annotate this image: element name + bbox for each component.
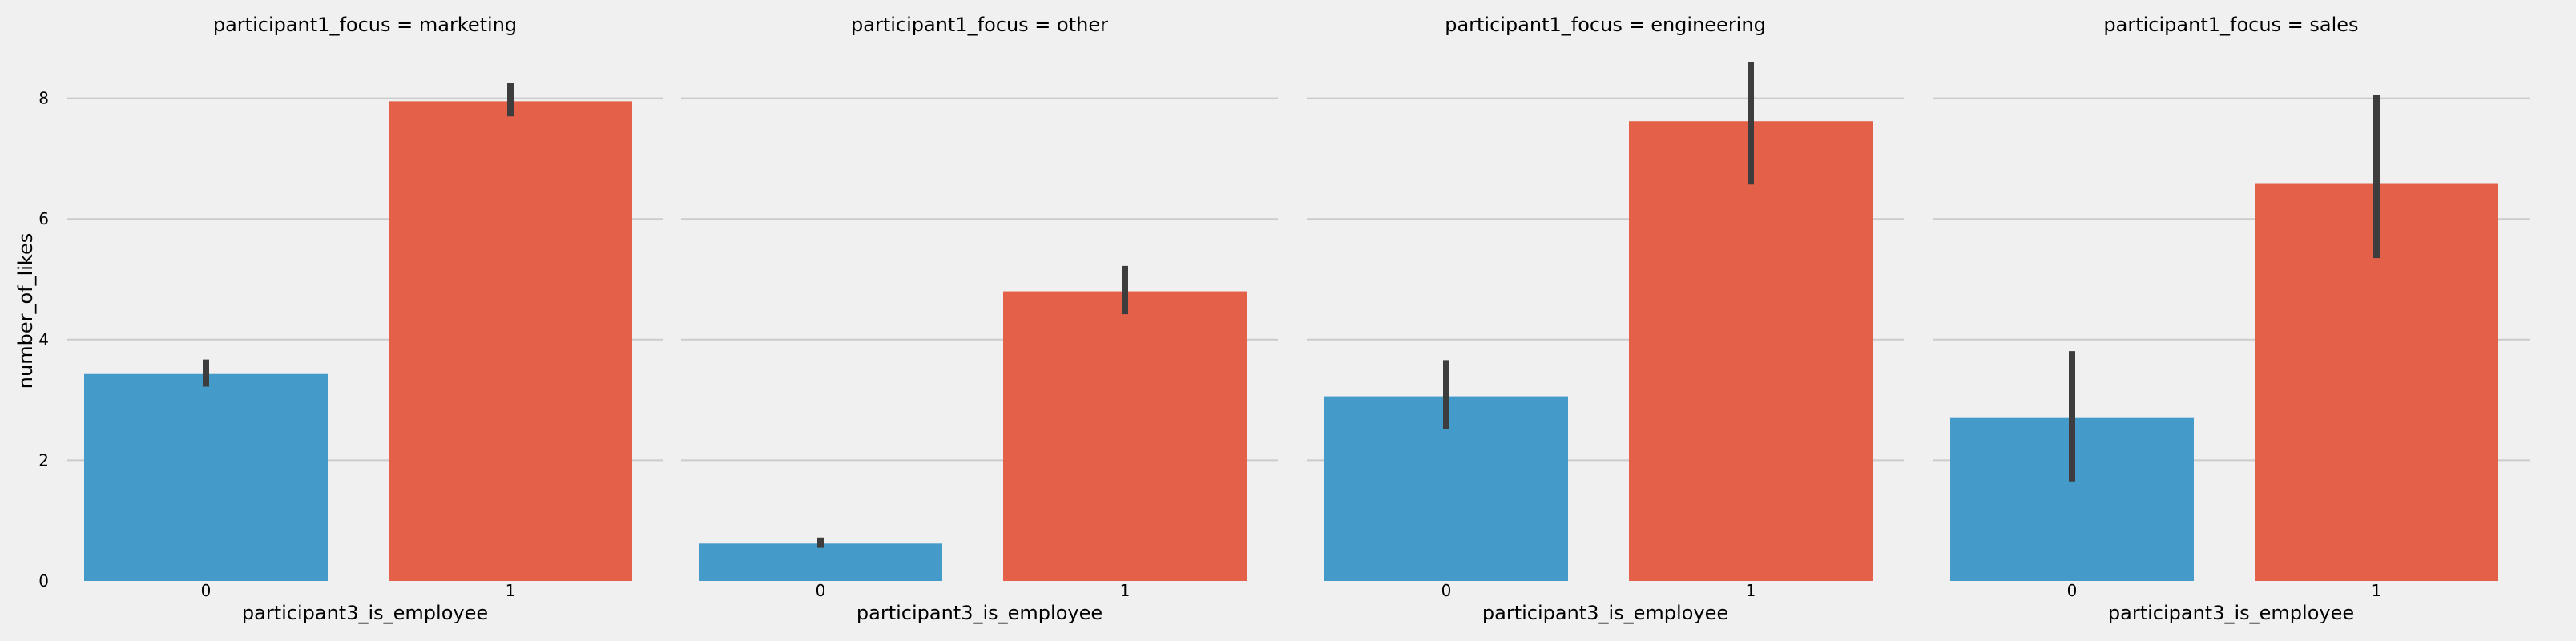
x-tick-label: 0 bbox=[816, 581, 826, 600]
x-tick-label: 1 bbox=[2372, 581, 2382, 600]
panel-title: participant1_focus = marketing bbox=[213, 14, 517, 36]
x-tick-label: 1 bbox=[506, 581, 516, 600]
bar bbox=[84, 373, 328, 581]
x-axis-label: participant3_is_employee bbox=[2108, 602, 2354, 624]
x-tick-label: 0 bbox=[201, 581, 212, 600]
y-tick-label: 2 bbox=[38, 450, 49, 470]
bar bbox=[699, 543, 942, 581]
panel-title: participant1_focus = engineering bbox=[1445, 14, 1766, 36]
y-tick-label: 6 bbox=[38, 209, 49, 228]
x-tick-label: 0 bbox=[2067, 581, 2078, 600]
bar bbox=[1629, 121, 1873, 582]
panel-title: participant1_focus = sales bbox=[2103, 14, 2358, 36]
x-tick-label: 0 bbox=[1441, 581, 1452, 600]
x-axis-label: participant3_is_employee bbox=[242, 602, 488, 624]
y-tick-label: 0 bbox=[38, 571, 49, 591]
x-axis-label: participant3_is_employee bbox=[857, 602, 1103, 624]
bar bbox=[389, 101, 632, 582]
y-tick-label: 8 bbox=[38, 89, 49, 108]
x-tick-label: 1 bbox=[1120, 581, 1131, 600]
x-tick-label: 1 bbox=[1746, 581, 1756, 600]
panel-title: participant1_focus = other bbox=[851, 14, 1108, 36]
bar bbox=[1003, 291, 1247, 581]
x-axis-label: participant3_is_employee bbox=[1482, 602, 1728, 624]
y-tick-label: 4 bbox=[38, 330, 49, 349]
y-axis-label: number_of_likes bbox=[14, 233, 37, 389]
